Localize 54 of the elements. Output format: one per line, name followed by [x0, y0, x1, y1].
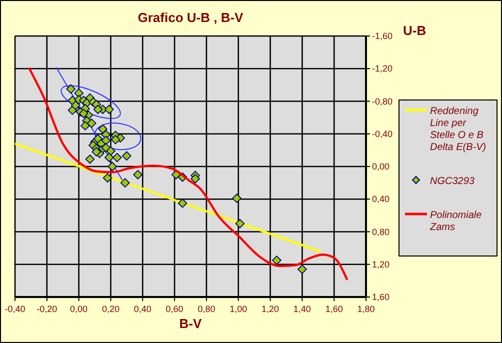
- y-tick-label: 1,20: [372, 259, 390, 270]
- point: [122, 151, 132, 161]
- point: [120, 178, 130, 188]
- x-tick-label: -0,40: [4, 304, 26, 314]
- y-tick-label: -0,40: [372, 128, 393, 139]
- point: [112, 152, 122, 162]
- point: [86, 118, 96, 128]
- point: [104, 104, 114, 114]
- point: [298, 264, 307, 274]
- point: [110, 134, 120, 144]
- point: [108, 162, 117, 172]
- x-tick-label: 1,20: [262, 304, 280, 314]
- point: [190, 174, 200, 184]
- point: [272, 256, 282, 265]
- x-tick-label: 0,40: [134, 304, 152, 314]
- y-axis-title: U-B: [403, 23, 426, 38]
- x-tick-label: 1,00: [230, 304, 248, 314]
- legend-label: Polinomiale Zams: [429, 210, 482, 233]
- x-tick-label: 0,20: [102, 304, 120, 314]
- x-tick-label: 0,80: [198, 304, 216, 314]
- x-tick-label: 1,80: [357, 304, 375, 314]
- y-tick-label: 0,00: [372, 162, 390, 172]
- y-tick-label: 0,80: [372, 226, 390, 237]
- y-tick-label: -0,80: [372, 96, 393, 106]
- point: [93, 104, 103, 114]
- point: [178, 198, 188, 208]
- x-tick-label: 1,40: [293, 304, 311, 314]
- y-tick-label: -1,60: [372, 31, 393, 41]
- y-tick-label: 0,40: [372, 194, 390, 204]
- chart-title: Grafico U-B , B-V: [138, 10, 244, 25]
- x-axis-title: B-V: [179, 316, 202, 331]
- point: [85, 154, 95, 164]
- point: [80, 121, 90, 130]
- point: [78, 108, 88, 118]
- point: [92, 147, 102, 156]
- legend-label: Reddening Line per Stelle O e B Delta E(B-V): [430, 106, 486, 153]
- point: [104, 152, 114, 162]
- point: [235, 218, 245, 228]
- legend-label: NGC3293: [430, 176, 475, 187]
- point: [232, 194, 242, 203]
- x-tick-label: -0,20: [36, 304, 58, 314]
- point: [102, 173, 112, 183]
- x-tick-label: 0,60: [166, 304, 184, 314]
- y-tick-label: 1,60: [372, 292, 390, 302]
- point: [101, 136, 111, 146]
- point: [106, 146, 116, 156]
- point: [66, 84, 76, 94]
- x-tick-label: 1,60: [325, 304, 343, 314]
- y-tick-label: -1,20: [372, 64, 393, 74]
- x-tick-label: 0,00: [70, 304, 88, 314]
- point: [133, 170, 142, 180]
- point: [70, 100, 80, 110]
- point: [98, 124, 108, 134]
- line-series: [28, 68, 348, 280]
